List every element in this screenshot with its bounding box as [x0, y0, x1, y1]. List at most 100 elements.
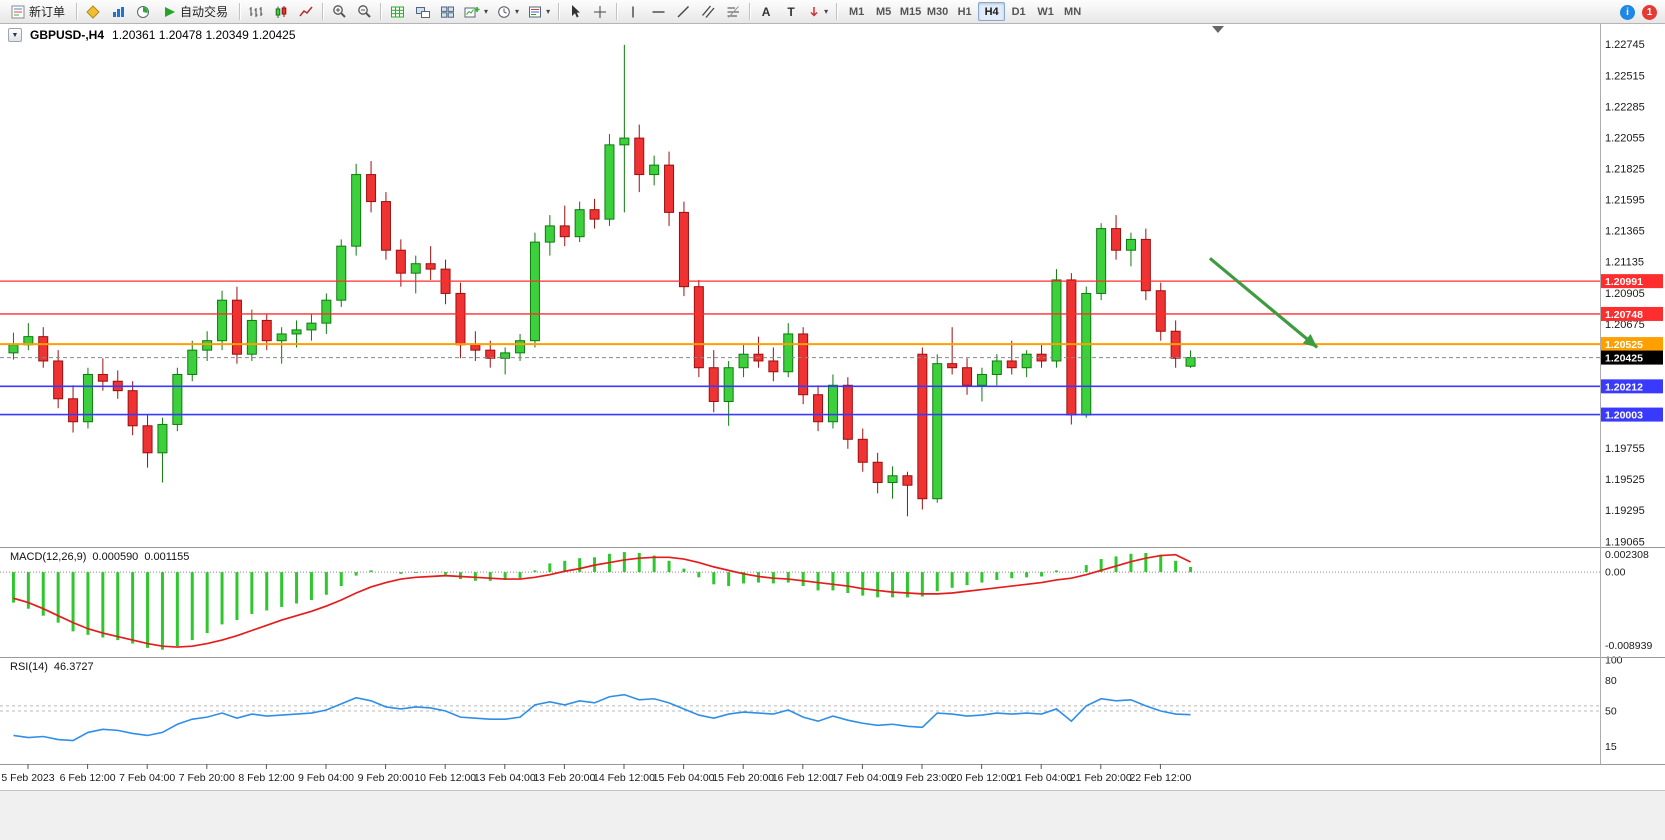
macd-main-value: 0.000590	[92, 551, 139, 563]
channel-button[interactable]	[696, 1, 720, 22]
market-watch-button[interactable]	[81, 1, 105, 22]
candle	[53, 360, 64, 400]
bar-chart-button[interactable]	[244, 1, 268, 22]
equidistant-channel-icon	[701, 4, 716, 19]
templates-button[interactable]: ▾	[524, 1, 554, 22]
candle	[261, 319, 272, 342]
macd-axis-tick: 0.00	[1605, 567, 1626, 579]
timeframe-m15-button[interactable]: M15	[897, 2, 924, 21]
macd-name: MACD(12,26,9)	[10, 551, 87, 563]
horizontal-line-button[interactable]	[646, 1, 670, 22]
candle	[991, 360, 1002, 375]
cursor-button[interactable]	[563, 1, 587, 22]
trendline-button[interactable]	[671, 1, 695, 22]
timeframe-d1-button[interactable]: D1	[1005, 2, 1032, 21]
toolbar-right-group: i 1	[1620, 0, 1657, 24]
vertical-line-button[interactable]	[621, 1, 645, 22]
time-axis-label: 13 Feb 04:00	[474, 772, 536, 784]
text-label-icon: T	[787, 4, 795, 19]
rsi-axis-tick: 80	[1605, 675, 1617, 687]
time-axis-label: 22 Feb 12:00	[1129, 772, 1191, 784]
chart-ohlc-values: 1.20361 1.20478 1.20349 1.20425	[112, 28, 296, 42]
candle	[291, 329, 302, 335]
timeframe-m1-button[interactable]: M1	[843, 2, 870, 21]
text-button[interactable]: A	[754, 1, 778, 22]
time-axis-label: 17 Feb 04:00	[831, 772, 893, 784]
price-tag	[1601, 407, 1663, 422]
time-axis-label: 6 Feb 12:00	[60, 772, 116, 784]
candle	[410, 263, 421, 274]
trend-arrow-annotation[interactable]	[1208, 257, 1319, 349]
chart-symbol: GBPUSD-,H4	[30, 28, 105, 42]
time-axis-label: 15 Feb 20:00	[712, 772, 774, 784]
candle	[738, 353, 749, 369]
candle	[664, 164, 675, 213]
community-icon[interactable]: i	[1620, 4, 1635, 20]
window-bottom-area	[0, 791, 1665, 840]
tile-windows-button[interactable]	[435, 1, 459, 22]
arrows-button[interactable]: ▾	[804, 1, 832, 22]
trendline-icon	[676, 5, 691, 19]
strategy-tester-icon	[136, 5, 150, 19]
timeframe-h4-button[interactable]: H4	[978, 2, 1006, 21]
market-watch-icon	[86, 4, 100, 19]
grid-button[interactable]	[385, 1, 409, 22]
time-axis-label: 14 Feb 12:00	[593, 772, 655, 784]
line-chart-button[interactable]	[294, 1, 318, 22]
timeframe-m5-button[interactable]: M5	[870, 2, 897, 21]
price-tag	[1601, 350, 1663, 365]
candle	[1081, 292, 1092, 416]
arrow-symbol-icon	[808, 5, 820, 19]
autotrading-button[interactable]: 自动交易	[156, 1, 235, 22]
candle	[1066, 279, 1077, 416]
terminal-icon	[111, 5, 125, 19]
price-tag	[1601, 274, 1663, 289]
macd-histogram	[11, 552, 1193, 650]
level-lines: 1.20991 1.20748 1.20525 1.20425 1.20212 1.200…	[0, 274, 1663, 422]
candlestick-chart-icon	[274, 5, 288, 19]
price-axis: 1.22745 1.22515 1.22285 1.22055 1.21825 1.215…	[1605, 39, 1645, 548]
timeframe-mn-button[interactable]: MN	[1059, 2, 1086, 21]
price-axis-tick: 1.19525	[1605, 474, 1645, 486]
crosshair-icon	[593, 5, 607, 19]
crosshair-button[interactable]	[588, 1, 612, 22]
candle	[246, 319, 257, 355]
candle	[68, 398, 79, 423]
chevron-down-icon: ▼	[11, 31, 19, 39]
time-axis-label: 19 Feb 23:00	[891, 772, 953, 784]
candle	[351, 174, 362, 247]
candle	[813, 394, 824, 423]
time-axis-label: 7 Feb 20:00	[179, 772, 235, 784]
new-chart-button[interactable]: ▾	[460, 1, 492, 22]
candle	[455, 292, 466, 346]
price-tag-label: 1.20525	[1605, 339, 1643, 351]
text-label-button[interactable]: T	[779, 1, 803, 22]
timeframe-h1-button[interactable]: H1	[951, 2, 978, 21]
price-tag	[1601, 379, 1663, 394]
candle	[649, 164, 660, 176]
cascade-windows-button[interactable]	[410, 1, 434, 22]
price-tag-label: 1.20212	[1605, 381, 1643, 393]
zoom-out-button[interactable]	[352, 1, 376, 22]
horizontal-line-icon	[651, 5, 666, 19]
price-axis-tick: 1.22285	[1605, 101, 1645, 113]
terminal-button[interactable]	[106, 1, 130, 22]
timeframe-m30-button[interactable]: M30	[924, 2, 951, 21]
new-chart-icon	[464, 5, 480, 19]
toolbar-separator	[558, 3, 560, 20]
candlestick-chart-button[interactable]	[269, 1, 293, 22]
toolbar-separator	[76, 3, 78, 20]
price-axis-tick: 1.21595	[1605, 195, 1645, 207]
fibonacci-button[interactable]	[721, 1, 745, 22]
chevron-down-icon: ▾	[484, 6, 489, 16]
notification-badge[interactable]: 1	[1642, 4, 1657, 20]
new-order-button[interactable]: 新订单	[4, 1, 72, 22]
periods-button[interactable]: ▾	[493, 1, 523, 22]
candle	[693, 286, 704, 369]
time-axis-label: 10 Feb 12:00	[414, 772, 476, 784]
strategy-tester-button[interactable]	[131, 1, 155, 22]
one-click-trading-button[interactable]: ▼	[8, 28, 22, 42]
zoom-in-button[interactable]	[327, 1, 351, 22]
timeframe-w1-button[interactable]: W1	[1032, 2, 1059, 21]
